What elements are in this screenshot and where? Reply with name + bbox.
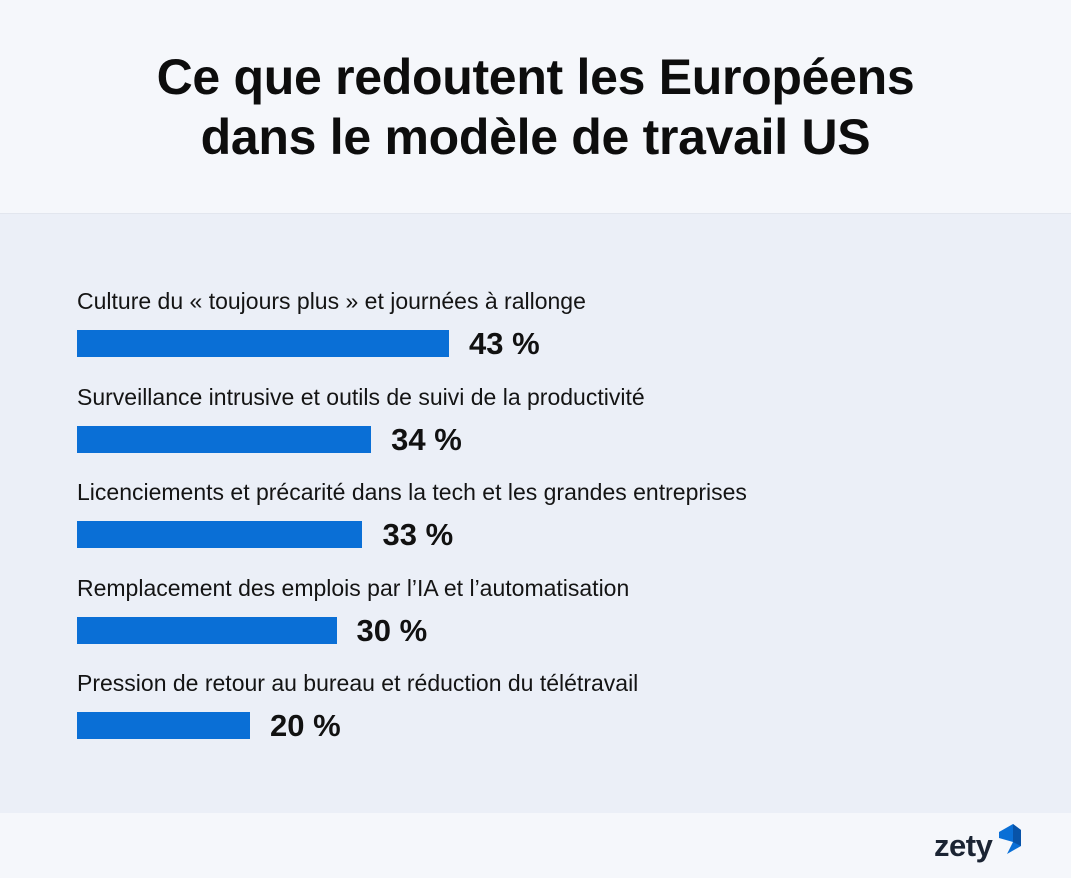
value-label: 33 % bbox=[382, 517, 454, 552]
footer bbox=[0, 813, 1071, 878]
value-label: 20 % bbox=[270, 708, 341, 743]
bar bbox=[77, 712, 251, 739]
bar bbox=[77, 521, 363, 548]
category-label: Remplacement des emplois par l’IA et l’a… bbox=[77, 574, 630, 601]
bar bbox=[77, 425, 372, 453]
header: Ce que redoutent les Européens dans le m… bbox=[0, 0, 1071, 213]
category-label: Surveillance intrusive et outils de suiv… bbox=[77, 383, 645, 410]
bar-row: Licenciements et précarité dans la tech … bbox=[77, 478, 977, 568]
logo-text: zety bbox=[934, 828, 993, 863]
chart-title: Ce que redoutent les Européens dans le m… bbox=[157, 47, 915, 167]
chart-panel: Culture du « toujours plus » et journées… bbox=[0, 213, 1071, 814]
category-label: Licenciements et précarité dans la tech … bbox=[77, 479, 747, 505]
bar-chart: Culture du « toujours plus » et journées… bbox=[0, 214, 1071, 814]
bar bbox=[77, 616, 337, 644]
value-label: 34 % bbox=[391, 421, 462, 457]
bar-row: Pression de retour au bureau et réductio… bbox=[77, 669, 977, 759]
category-label: Pression de retour au bureau et réductio… bbox=[77, 670, 639, 696]
chart-title-line-2: dans le modèle de travail US bbox=[200, 108, 871, 165]
bar-row: Surveillance intrusive et outils de suiv… bbox=[77, 383, 977, 473]
bar bbox=[77, 330, 449, 357]
bar-row: Remplacement des emplois par l’IA et l’a… bbox=[77, 574, 977, 664]
value-label: 43 % bbox=[469, 326, 540, 361]
value-label: 30 % bbox=[356, 612, 428, 648]
zety-logo: zety bbox=[934, 822, 1026, 866]
chart-title-line-1: Ce que redoutent les Européens bbox=[156, 48, 915, 105]
category-label: Culture du « toujours plus » et journées… bbox=[77, 288, 586, 314]
zety-logo-icon bbox=[999, 824, 1021, 854]
bar-row: Culture du « toujours plus » et journées… bbox=[77, 287, 977, 377]
